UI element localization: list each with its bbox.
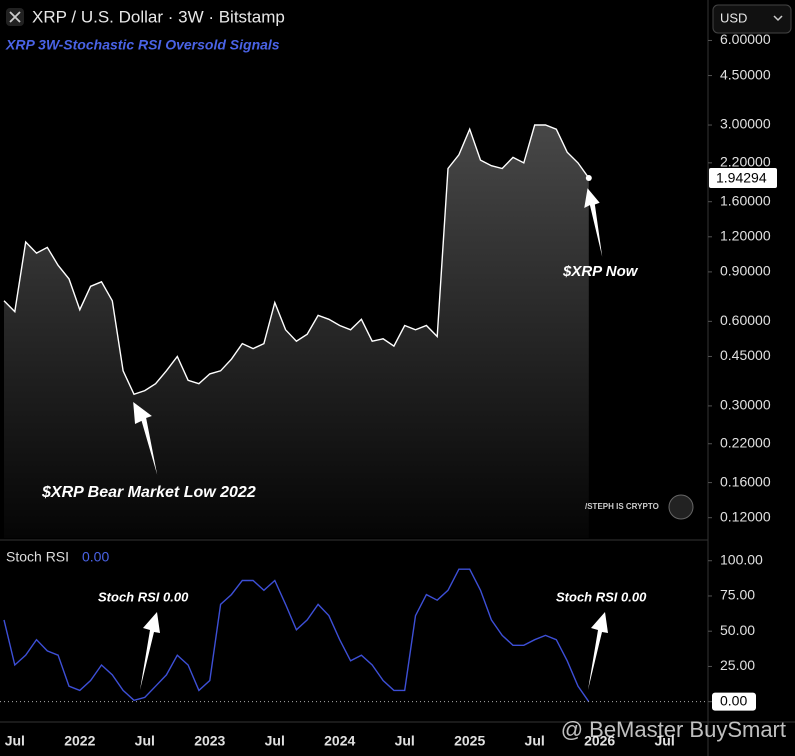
y-tick-label: 100.00 (720, 551, 763, 567)
value-badge (712, 692, 756, 711)
x-tick-label: Jul (655, 733, 675, 749)
y-tick-label: 0.60000 (720, 312, 771, 328)
y-tick-label: 4.50000 (720, 66, 771, 82)
y-tick-label: 75.00 (720, 587, 755, 603)
line (3, 124, 590, 396)
y-tick-label: 0.12000 (720, 508, 771, 524)
arrow (588, 612, 608, 690)
y-tick-label: 0.90000 (720, 263, 771, 279)
chart-subtitle: XRP 3W-Stochastic RSI Oversold Signals (5, 37, 280, 53)
author-logo (668, 494, 694, 520)
symbol-icon (6, 8, 24, 26)
y-tick-label: 50.00 (720, 622, 755, 638)
y-tick-label: 0.00 (720, 692, 747, 708)
indicator-name: Stoch RSI (6, 549, 69, 565)
arrow (133, 401, 158, 475)
y-tick-label: 0.45000 (720, 347, 771, 363)
currency-label[interactable]: USD (720, 10, 747, 25)
line (3, 568, 590, 703)
y-tick-label: 3.00000 (720, 116, 771, 132)
y-tick-label: 0.22000 (720, 434, 771, 450)
x-tick-label: 2026 (584, 733, 615, 749)
arrow (140, 612, 160, 690)
y-tick-label: 0.16000 (720, 473, 771, 489)
x-tick-label: 2023 (194, 733, 225, 749)
currency-dropdown[interactable] (712, 4, 792, 34)
annotation: Stoch RSI 0.00 (98, 589, 189, 604)
x-tick-label: 2025 (454, 733, 485, 749)
arrow (584, 188, 603, 257)
chart-title: XRP / U.S. Dollar · 3W · Bitstamp (32, 7, 285, 26)
x-tick-label: Jul (5, 733, 25, 749)
x-tick-label: Jul (395, 733, 415, 749)
annotation: Stoch RSI 0.00 (556, 589, 647, 604)
author-credit: /STEPH IS CRYPTO (585, 502, 659, 511)
y-tick-label: 1.60000 (720, 192, 771, 208)
indicator-value: 0.00 (82, 549, 109, 565)
y-tick-label: 1.20000 (720, 228, 771, 244)
price-badge (709, 168, 777, 189)
marks: 6.00000 4.50000 3.00000 2.20000 1.60000 1.200… (0, 31, 777, 711)
x-tick-label: Jul (525, 733, 545, 749)
current-price-dot (585, 175, 592, 182)
x-tick-label: Jul (265, 733, 285, 749)
x-tick-label: 2024 (324, 733, 355, 749)
y-tick-label: 25.00 (720, 657, 755, 673)
y-tick-label: 2.20000 (720, 154, 771, 170)
x-tick-label: 2022 (64, 733, 95, 749)
x-tick-label: Jul (135, 733, 155, 749)
area-fill (4, 125, 589, 538)
current-price-label: 1.94294 (716, 170, 767, 186)
annotation: $XRP Bear Market Low 2022 (41, 484, 256, 501)
annotation: $XRP Now (562, 263, 639, 280)
y-tick-label: 0.30000 (720, 397, 771, 413)
y-tick-label: 6.00000 (720, 31, 771, 47)
watermark: @ BeMaster BuySmart (561, 717, 786, 742)
